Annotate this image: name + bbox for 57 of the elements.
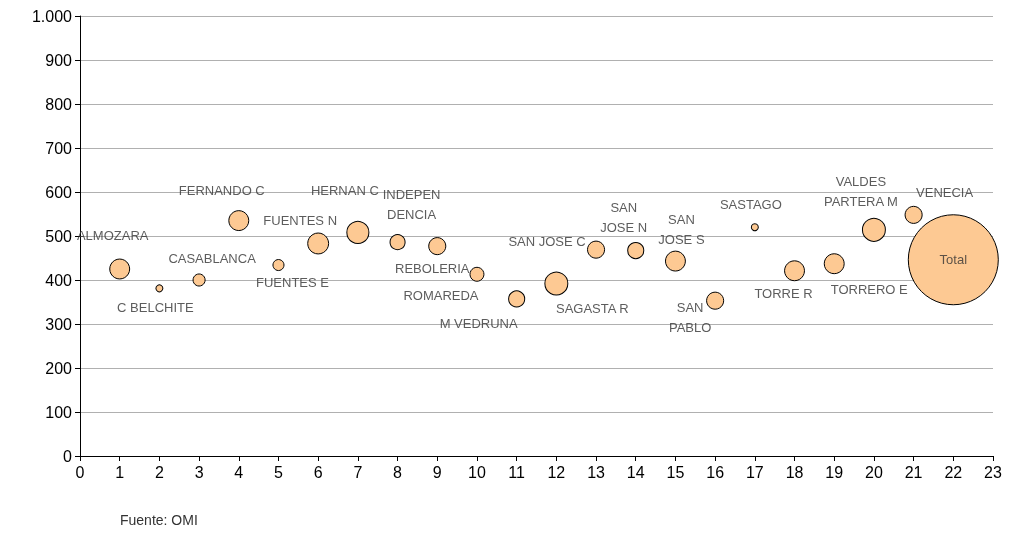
- source-note: Fuente: OMI: [120, 512, 198, 528]
- annotation: VENECIA: [916, 185, 974, 201]
- annotation: CASABLANCA: [168, 250, 257, 266]
- x-tick-label: 19: [825, 463, 844, 481]
- x-tick-label: 0: [75, 463, 85, 481]
- x-tick-label: 20: [865, 463, 883, 481]
- x-tick-label: 5: [274, 463, 284, 481]
- annotation: Total: [939, 252, 968, 268]
- x-tick-label: 7: [353, 463, 363, 481]
- y-tick-label: 300: [45, 315, 73, 333]
- x-tick-label: 22: [944, 463, 963, 481]
- x-tick-label: 12: [547, 463, 566, 481]
- y-tick-label: 1.000: [31, 7, 73, 25]
- annotation: VALDES PARTERA M: [823, 174, 898, 210]
- x-tick-label: 8: [393, 463, 403, 481]
- x-tick-label: 9: [432, 463, 442, 481]
- y-tick-label: 700: [45, 139, 73, 157]
- annotation: ROMAREDA: [403, 287, 479, 303]
- y-tick-label: 800: [45, 95, 73, 113]
- y-tick-label: 900: [45, 51, 73, 69]
- annotation: SAGASTA R: [555, 301, 629, 317]
- y-tick-label: 200: [45, 359, 73, 377]
- x-tick-label: 4: [234, 463, 244, 481]
- x-tick-label: 23: [984, 463, 1002, 481]
- y-tick-label: 100: [45, 403, 73, 421]
- x-tick-label: 10: [468, 463, 486, 481]
- annotation: SAN JOSE C: [508, 234, 586, 250]
- annotation: TORRE R: [754, 286, 813, 302]
- x-tick-label: 18: [785, 463, 804, 481]
- x-tick-label: 1: [115, 463, 125, 481]
- x-tick-label: 13: [587, 463, 606, 481]
- annotation: C BELCHITE: [117, 299, 194, 315]
- annotation: SASTAGO: [719, 196, 782, 212]
- annotation: SAN PABLO: [668, 300, 712, 336]
- y-tick-label: 600: [45, 183, 73, 201]
- annotation: SAN JOSE S: [658, 211, 705, 247]
- annotation: REBOLERIA: [395, 260, 470, 276]
- x-tick-label: 15: [666, 463, 685, 481]
- x-tick-label: 17: [745, 463, 764, 481]
- annotation: FERNANDO C: [178, 183, 265, 199]
- annotation: SAN JOSE N: [600, 200, 648, 236]
- y-tick-label: 400: [45, 271, 73, 289]
- annotation: FUENTES N: [263, 212, 338, 228]
- y-tick-label: 0: [63, 447, 73, 465]
- annotation: HERNAN C: [310, 182, 379, 198]
- y-tick-label: 500: [45, 227, 73, 245]
- annotation: FUENTES E: [255, 274, 330, 290]
- annotation: TORRERO E: [830, 282, 909, 298]
- x-tick-label: 6: [313, 463, 323, 481]
- x-tick-label: 11: [508, 463, 526, 481]
- x-tick-label: 21: [904, 463, 923, 481]
- x-tick-label: 16: [706, 463, 725, 481]
- x-tick-label: 3: [194, 463, 204, 481]
- x-tick-label: 14: [626, 463, 645, 481]
- annotation: INDEPEN DENCIA: [382, 186, 441, 222]
- x-tick-label: 2: [154, 463, 164, 481]
- annotation: M VEDRUNA: [439, 316, 518, 332]
